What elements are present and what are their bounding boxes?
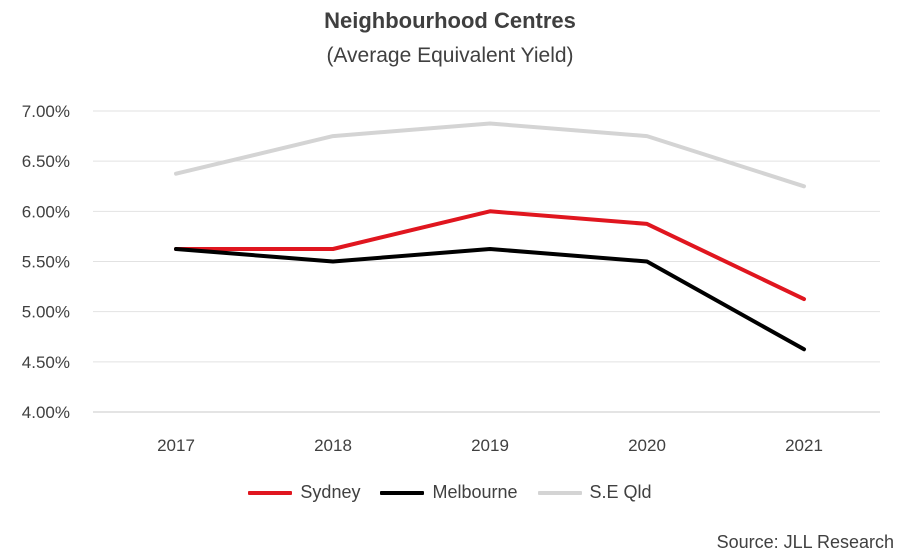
series-lines bbox=[174, 121, 806, 352]
x-tick-label: 2020 bbox=[628, 436, 666, 455]
y-tick-label: 6.50% bbox=[22, 152, 70, 171]
y-tick-label: 5.00% bbox=[22, 303, 70, 322]
legend-item-sydney: Sydney bbox=[248, 482, 360, 503]
legend-label-se-qld: S.E Qld bbox=[589, 482, 652, 502]
chart-title: Neighbourhood Centres bbox=[324, 8, 576, 33]
legend: Sydney Melbourne S.E Qld bbox=[0, 482, 900, 503]
y-axis-ticks: 7.00% 6.50% 6.00% 5.50% 5.00% 4.50% 4.00% bbox=[22, 102, 70, 422]
chart-subtitle: (Average Equivalent Yield) bbox=[326, 44, 574, 67]
x-axis-ticks: 2017 2018 2019 2020 2021 bbox=[157, 436, 823, 455]
legend-item-se-qld: S.E Qld bbox=[537, 482, 652, 503]
legend-item-melbourne: Melbourne bbox=[380, 482, 518, 503]
y-tick-label: 4.00% bbox=[22, 403, 70, 422]
legend-label-melbourne: Melbourne bbox=[432, 482, 518, 502]
series-line-s-e-qld bbox=[174, 121, 806, 189]
y-tick-label: 6.00% bbox=[22, 202, 70, 221]
source-note: Source: JLL Research bbox=[716, 532, 894, 552]
series-line-melbourne bbox=[174, 247, 806, 352]
x-tick-label: 2021 bbox=[785, 436, 823, 455]
y-tick-label: 7.00% bbox=[22, 102, 70, 121]
y-tick-label: 5.50% bbox=[22, 253, 70, 272]
legend-swatch-se-qld bbox=[537, 490, 582, 495]
x-tick-label: 2017 bbox=[157, 436, 195, 455]
x-tick-label: 2019 bbox=[471, 436, 509, 455]
gridlines bbox=[93, 110, 880, 413]
legend-swatch-melbourne bbox=[380, 490, 425, 495]
series-line-sydney bbox=[174, 209, 806, 302]
y-tick-label: 4.50% bbox=[22, 353, 70, 372]
legend-swatch-sydney bbox=[248, 490, 293, 495]
legend-label-sydney: Sydney bbox=[300, 482, 361, 502]
x-tick-label: 2018 bbox=[314, 436, 352, 455]
